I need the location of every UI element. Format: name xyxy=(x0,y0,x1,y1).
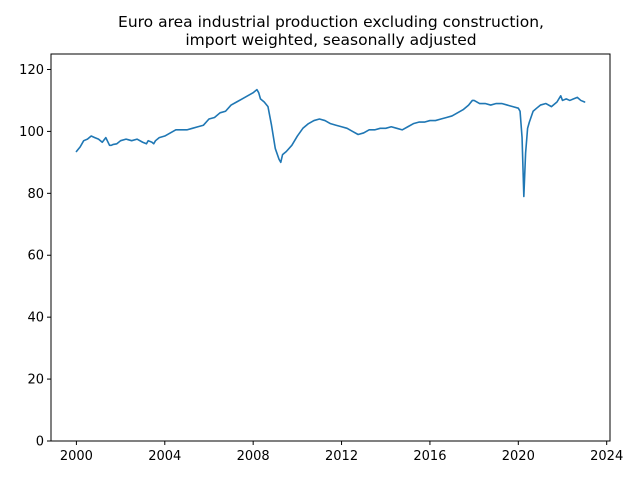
x-tick-label: 2016 xyxy=(413,449,446,464)
x-tick-label: 2024 xyxy=(590,449,623,464)
x-tick-label: 2012 xyxy=(325,449,358,464)
x-tick-label: 2000 xyxy=(60,449,93,464)
y-tick-label: 20 xyxy=(27,373,44,388)
chart-title-line-2: import weighted, seasonally adjusted xyxy=(185,31,476,49)
series-line-0 xyxy=(75,88,586,198)
y-axis: 0 20 40 60 80 100 120 xyxy=(19,63,51,450)
x-tick-label: 2020 xyxy=(502,449,535,464)
chart-title-line-1: Euro area industrial production excludin… xyxy=(118,13,544,31)
y-tick-label: 80 xyxy=(27,187,44,202)
plot-area xyxy=(75,88,586,198)
x-tick-label: 2004 xyxy=(148,449,181,464)
axes-frame xyxy=(50,53,611,442)
y-tick-label: 40 xyxy=(27,311,44,326)
y-tick-label: 0 xyxy=(36,435,44,450)
y-tick-label: 120 xyxy=(19,63,44,78)
x-axis: 2000 2004 2008 2012 2016 2020 2024 xyxy=(60,441,623,464)
y-tick-label: 60 xyxy=(27,249,44,264)
y-tick-label: 100 xyxy=(19,125,44,140)
x-tick-label: 2008 xyxy=(237,449,270,464)
